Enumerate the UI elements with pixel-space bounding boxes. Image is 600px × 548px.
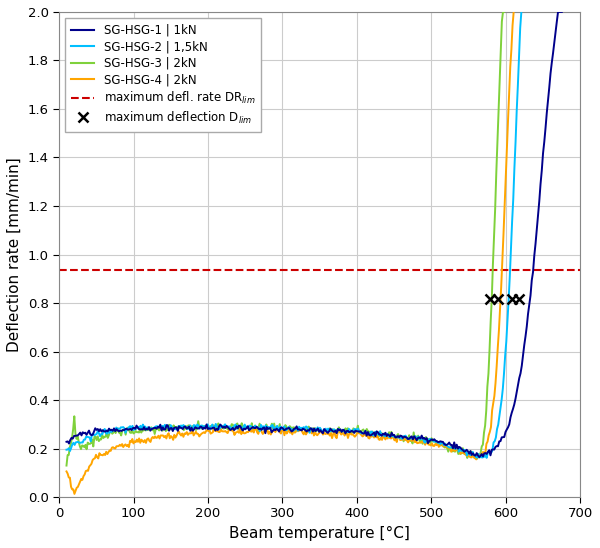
- X-axis label: Beam temperature [°C]: Beam temperature [°C]: [229, 526, 410, 541]
- Legend: SG-HSG-1 | 1kN, SG-HSG-2 | 1,5kN, SG-HSG-3 | 2kN, SG-HSG-4 | 2kN, maximum defl. : SG-HSG-1 | 1kN, SG-HSG-2 | 1,5kN, SG-HSG…: [65, 18, 261, 132]
- Y-axis label: Deflection rate [mm/min]: Deflection rate [mm/min]: [7, 157, 22, 352]
